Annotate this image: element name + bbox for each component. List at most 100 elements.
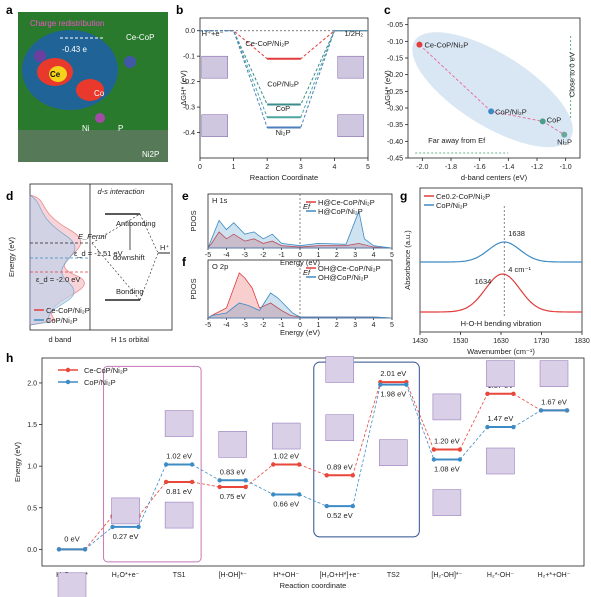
level-dot-h <box>511 391 516 396</box>
annot-bonding-d: Bonding <box>116 287 144 296</box>
y-tick-label-h: 0.0 <box>27 547 37 554</box>
trend-ellipse-c <box>412 32 573 148</box>
y-tick-label-c: -0.40 <box>387 139 403 146</box>
x-axis-title-b: Reaction Coordinate <box>250 173 318 182</box>
level-dot-h <box>217 484 222 490</box>
molecule-thumb-h <box>486 447 515 475</box>
level-dot-h <box>217 478 222 483</box>
legend-label-h: CoP/Ni₂P <box>84 378 116 387</box>
level-dot-h <box>56 547 62 552</box>
co-label: Co <box>94 89 105 98</box>
level-dot-h <box>538 408 544 413</box>
structure-thumb-b <box>201 55 228 79</box>
panel-label-e: e <box>182 189 189 203</box>
x-tick-label-h: TS2 <box>387 572 400 579</box>
chart-c: -2.0 -1.8 -1.6 -1.4 -1.2 -1.0 -0.05 -0.10 -0.15 -… <box>383 17 581 182</box>
annot-1634-g: 1634 <box>475 277 492 286</box>
structure-thumb-b <box>201 114 228 137</box>
x-tick-label-c: -1.0 <box>560 164 572 171</box>
point-label-c: CoP/Ni₂P <box>495 107 527 116</box>
connector-h <box>138 481 167 517</box>
x-tick-label-b: 2 <box>265 164 269 171</box>
y-tick-label-h: 2.0 <box>27 380 37 387</box>
annot-downshift-d: downshift <box>113 253 146 262</box>
dband-cop-d <box>29 194 76 326</box>
co-atom <box>124 56 136 68</box>
annot-close-c: Close to 0 eV <box>567 52 576 97</box>
value-label-h: 1.67 eV <box>541 397 567 406</box>
y-tick-label-c: -0.45 <box>387 156 403 163</box>
data-point-c <box>416 41 423 48</box>
p-atom-2 <box>95 113 105 123</box>
connector-h <box>352 382 381 476</box>
molecule-thumb-h <box>325 356 355 383</box>
value-label-h: 1.02 eV <box>273 451 299 460</box>
ce-cop-label: Ce-CoP <box>126 33 154 42</box>
legend-dot-h <box>65 367 71 373</box>
annot-h-d: H⁺ <box>160 243 169 252</box>
y-axis-title-b: ΔGH* (eV) <box>179 70 188 106</box>
legend-label-h: Ce-CoP/Ni₂P <box>84 366 128 375</box>
pdos-series-e <box>207 209 393 249</box>
level-dot-h <box>324 503 329 509</box>
ce-label: Ce <box>50 70 61 79</box>
level-dot-h <box>271 492 276 497</box>
x-tick-label-b: 1 <box>232 164 236 171</box>
molecule-thumb-h <box>539 360 569 387</box>
annot-antibonding-d: Antibonding <box>116 219 156 228</box>
chart-g: 1430 1530 1630 1730 1830 Wavenumber (cm⁻¹) Abs… <box>403 187 590 356</box>
connector-h <box>245 479 274 495</box>
annot-ds-d: d-s interaction <box>97 187 144 196</box>
annot-ef-e: Ef <box>303 202 311 211</box>
x-tick-label-f: -4 <box>223 322 229 329</box>
pdos-series-f <box>206 292 393 319</box>
x-axis-title-d-2: H 1s orbital <box>111 335 149 344</box>
y-tick-label-c: -0.25 <box>387 89 403 96</box>
p-label: P <box>118 124 123 133</box>
molecule-thumb-h <box>57 572 87 597</box>
level-dot-h <box>110 524 115 530</box>
level-dot-h <box>511 424 516 430</box>
ce-atom <box>49 66 67 82</box>
molecule-thumb-h <box>432 489 462 516</box>
x-tick-label-f: 0 <box>298 322 302 329</box>
connector-h <box>84 526 113 550</box>
connector-h <box>513 393 542 411</box>
level-dot-h <box>485 391 490 396</box>
chart-b: 0 1 2 3 4 5 0.0 -0.1 -0.2 -0.3 -0.4 Reaction Coordi… <box>179 17 370 182</box>
x-tick-label-e: 1 <box>316 252 320 259</box>
x-tick-label-b: 0 <box>198 164 202 171</box>
data-point-c <box>539 118 546 125</box>
x-tick-label-e: 3 <box>353 252 357 259</box>
x-tick-label-c: -2.0 <box>416 164 428 171</box>
y-tick-label-c: -0.15 <box>387 56 403 63</box>
y-tick-label-c: -0.10 <box>387 39 403 46</box>
level-dot-h <box>297 492 302 497</box>
connector-h <box>513 410 542 428</box>
panel-a: Charge redistribution Ce-CoP -0.43 e Ce … <box>18 12 168 162</box>
value-label-h: 0.75 eV <box>220 492 246 501</box>
point-label-c: Ni₂P <box>557 138 572 147</box>
connector-h <box>192 481 220 488</box>
connector-h <box>352 384 381 507</box>
value-label-h: 0.81 eV <box>166 487 192 496</box>
chart-h: 0.00.51.01.52.0H₂O+e⁻+*H₂O*+e⁻TS1[H-OH]*… <box>13 356 585 597</box>
panel-title-e: H 1s <box>212 196 228 205</box>
structure-thumb-b <box>337 114 365 137</box>
level-dot-h <box>431 457 437 462</box>
level-dot-h <box>243 484 248 490</box>
x-tick-label-g: 1530 <box>453 338 469 345</box>
level-dot-h <box>163 462 169 467</box>
x-axis-title-d: d band <box>49 335 72 344</box>
x-tick-label-h: H₂O*+e⁻ <box>112 572 140 579</box>
charge-redistribution-label: Charge redistribution <box>30 19 104 28</box>
x-tick-label-b: 3 <box>299 164 303 171</box>
spectrum-ce-g <box>419 273 583 313</box>
data-point-c <box>488 108 495 115</box>
y-axis-title-f: PDOS <box>189 278 198 299</box>
link-d-1 <box>139 213 159 254</box>
x-axis-title-e: Energy (eV) <box>280 258 321 267</box>
y-tick-label-b: 0.0 <box>185 28 195 35</box>
y-tick-label-h: 0.5 <box>27 505 37 512</box>
